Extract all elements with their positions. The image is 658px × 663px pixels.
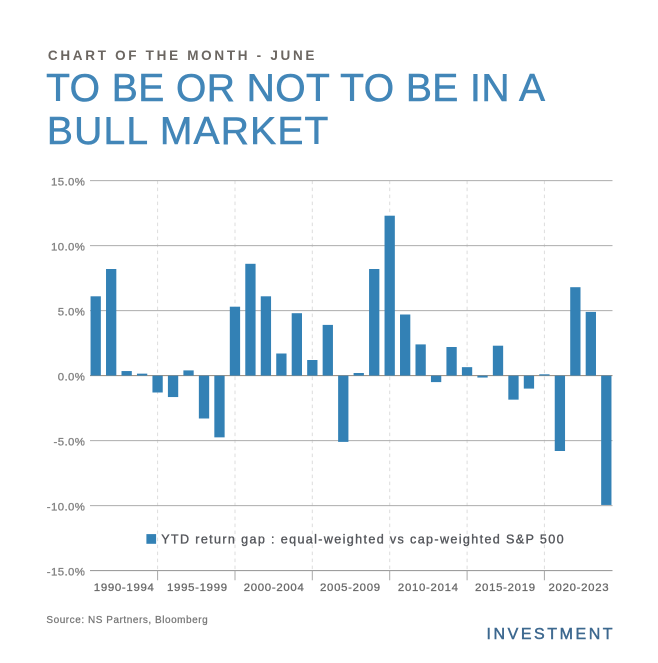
svg-text:Source: NS Partners, Bloomberg: Source: NS Partners, Bloomberg <box>46 615 208 626</box>
svg-text:2020-2023: 2020-2023 <box>549 582 610 594</box>
svg-text:1995-1999: 1995-1999 <box>167 582 228 594</box>
svg-text:CHART OF THE MONTH - JUNE: CHART OF THE MONTH - JUNE <box>48 48 317 63</box>
svg-text:2000-2004: 2000-2004 <box>244 582 305 594</box>
svg-text:2005-2009: 2005-2009 <box>320 582 381 594</box>
svg-text:-5.0%: -5.0% <box>54 437 86 449</box>
svg-text:TO BE OR NOT TO BE IN A: TO BE OR NOT TO BE IN A <box>46 67 545 110</box>
svg-text:-15.0%: -15.0% <box>47 567 86 579</box>
svg-text:-10.0%: -10.0% <box>47 502 86 514</box>
svg-text:2010-2014: 2010-2014 <box>398 582 459 594</box>
svg-text:0.0%: 0.0% <box>58 372 86 384</box>
svg-text:15.0%: 15.0% <box>51 177 85 189</box>
svg-text:BULL MARKET: BULL MARKET <box>47 110 330 153</box>
svg-text:INVESTMENT: INVESTMENT <box>487 626 616 643</box>
svg-text:5.0%: 5.0% <box>58 307 86 319</box>
svg-text:2015-2019: 2015-2019 <box>475 582 536 594</box>
svg-text:1990-1994: 1990-1994 <box>94 582 155 594</box>
svg-text:10.0%: 10.0% <box>51 242 85 254</box>
svg-text:YTD return gap : equal-weighte: YTD return gap : equal-weighted vs cap-w… <box>161 532 565 546</box>
